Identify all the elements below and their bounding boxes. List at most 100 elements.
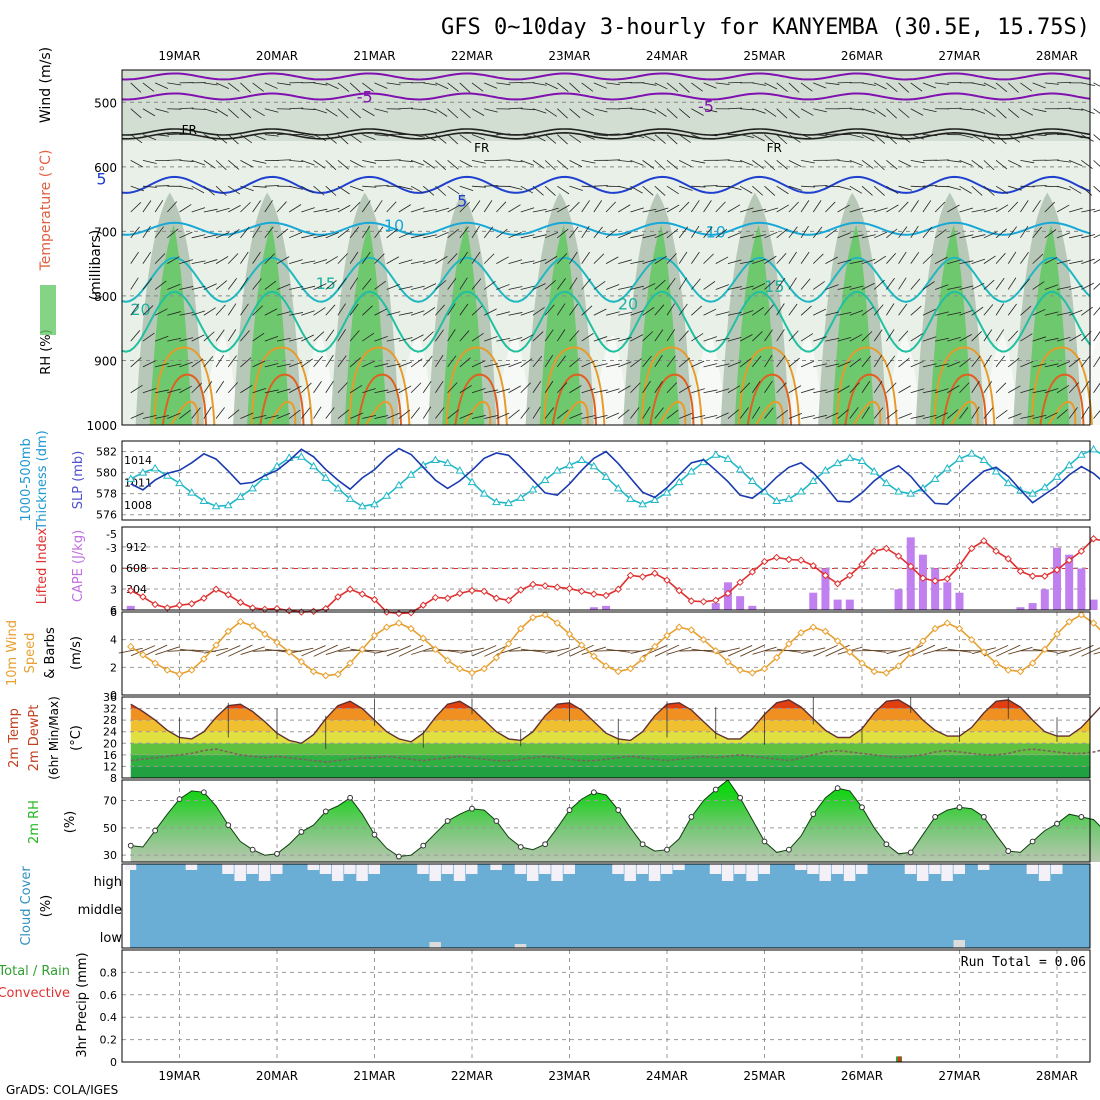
wind-barb: [228, 228, 240, 239]
wind-barb: [325, 108, 338, 117]
thickness-point: [248, 483, 257, 492]
wind-barb: [776, 108, 788, 119]
wind-barb: [666, 355, 676, 368]
wind-barb: [581, 278, 591, 290]
lifted-index-point: [772, 553, 781, 562]
y-tick-temp: 12: [103, 760, 117, 773]
surface-wind-barb: [825, 644, 850, 657]
wind-speed-point: [187, 666, 196, 674]
wind-barb: [861, 331, 873, 342]
lifted-index-point: [992, 547, 1000, 555]
wind-barb: [496, 159, 511, 161]
wind-barb: [1069, 309, 1083, 316]
wind-barb: [508, 185, 523, 190]
y-tick-thickness: 578: [96, 488, 117, 501]
wind-speed-point: [992, 659, 1000, 667]
wind-barb: [289, 107, 304, 110]
cloud-gap-high: [856, 864, 868, 874]
wind-barb: [593, 389, 608, 394]
wind-barb: [849, 207, 864, 213]
wind-barb: [1044, 256, 1058, 264]
wind-barb: [508, 337, 523, 342]
contour-minus5: [121, 92, 1091, 101]
thickness-point: [345, 494, 355, 502]
wind-speed-point: [772, 653, 781, 662]
y-tick-lifted-index: 6: [110, 604, 117, 617]
wind-barb: [471, 200, 481, 213]
wind-barb: [898, 108, 910, 119]
wind-barb: [289, 312, 303, 316]
wind-barb: [764, 354, 773, 368]
wind-barb: [423, 208, 438, 213]
wind-barb: [678, 226, 689, 239]
wind-barb: [849, 285, 864, 290]
wind-barb: [630, 260, 645, 265]
contour-warm: [259, 373, 305, 426]
lifted-index-point: [1028, 572, 1037, 580]
surface-wind-barb: [264, 648, 290, 653]
wind-barb: [422, 380, 432, 393]
wind-barb: [1093, 382, 1100, 393]
wind-barb: [496, 388, 510, 394]
wind-barb: [618, 312, 633, 316]
wind-barb: [922, 253, 934, 264]
wind-barb: [922, 308, 936, 316]
y-tick-wind: 0: [110, 689, 117, 702]
wind-barb: [1056, 259, 1071, 265]
wind-barb: [886, 134, 897, 145]
wind-barb: [325, 354, 334, 368]
wind-speed-point: [577, 641, 586, 649]
wind-barb: [240, 330, 250, 342]
wind-barb: [386, 228, 398, 239]
wind-speed-point: [565, 630, 574, 638]
wind-barb: [935, 82, 950, 85]
wind-barb: [752, 208, 767, 213]
contour-label: 15: [764, 277, 784, 296]
wind-barb: [362, 134, 376, 140]
contour-warm: [657, 400, 687, 426]
cloud-gap-high: [904, 864, 917, 874]
wind-barb: [288, 385, 302, 394]
wind-barb: [983, 354, 992, 368]
thickness-point: [735, 464, 745, 473]
wind-barb: [934, 412, 949, 419]
y-label-dewpt: 2m DewPt: [27, 705, 42, 772]
x-date-top: 25MAR: [743, 49, 785, 63]
wind-barb: [922, 336, 937, 342]
wind-barb: [386, 337, 401, 342]
wind-barb: [544, 231, 559, 239]
wind-barb: [813, 185, 828, 187]
x-date-bottom: 23MAR: [548, 1069, 590, 1083]
wind-barb: [837, 204, 850, 213]
x-date-bottom: 24MAR: [646, 1069, 688, 1083]
wind-speed-point: [955, 624, 964, 633]
cloud-gap-high: [271, 864, 283, 874]
wind-barb: [520, 260, 535, 265]
wind-speed-point: [285, 648, 293, 656]
wind-barb: [1081, 208, 1096, 213]
wind-barb: [374, 280, 386, 290]
lifted-index-point: [443, 594, 452, 602]
wind-barb: [630, 285, 645, 290]
wind-barb: [276, 201, 287, 213]
wind-barb: [215, 329, 225, 342]
thickness-point: [772, 496, 782, 505]
wind-barb: [837, 286, 852, 290]
wind-speed-point: [675, 623, 683, 631]
wind-speed-point: [894, 662, 903, 670]
wind-barb: [349, 226, 360, 239]
wind-barb: [301, 159, 315, 166]
wind-barb: [203, 406, 212, 419]
wind-barb: [264, 415, 279, 419]
cloud-gap-high: [319, 864, 332, 874]
wind-barb: [752, 234, 767, 239]
wind-barb: [849, 234, 864, 239]
wind-barb: [496, 256, 509, 264]
surface-wind-barb: [374, 647, 399, 654]
wind-barb: [849, 358, 862, 368]
wind-barb: [1081, 234, 1096, 239]
y-label-thickness-units: Thickness (dm): [35, 430, 50, 530]
wind-barb: [1044, 185, 1059, 188]
wind-barb: [410, 310, 425, 316]
wind-barb: [666, 382, 677, 394]
